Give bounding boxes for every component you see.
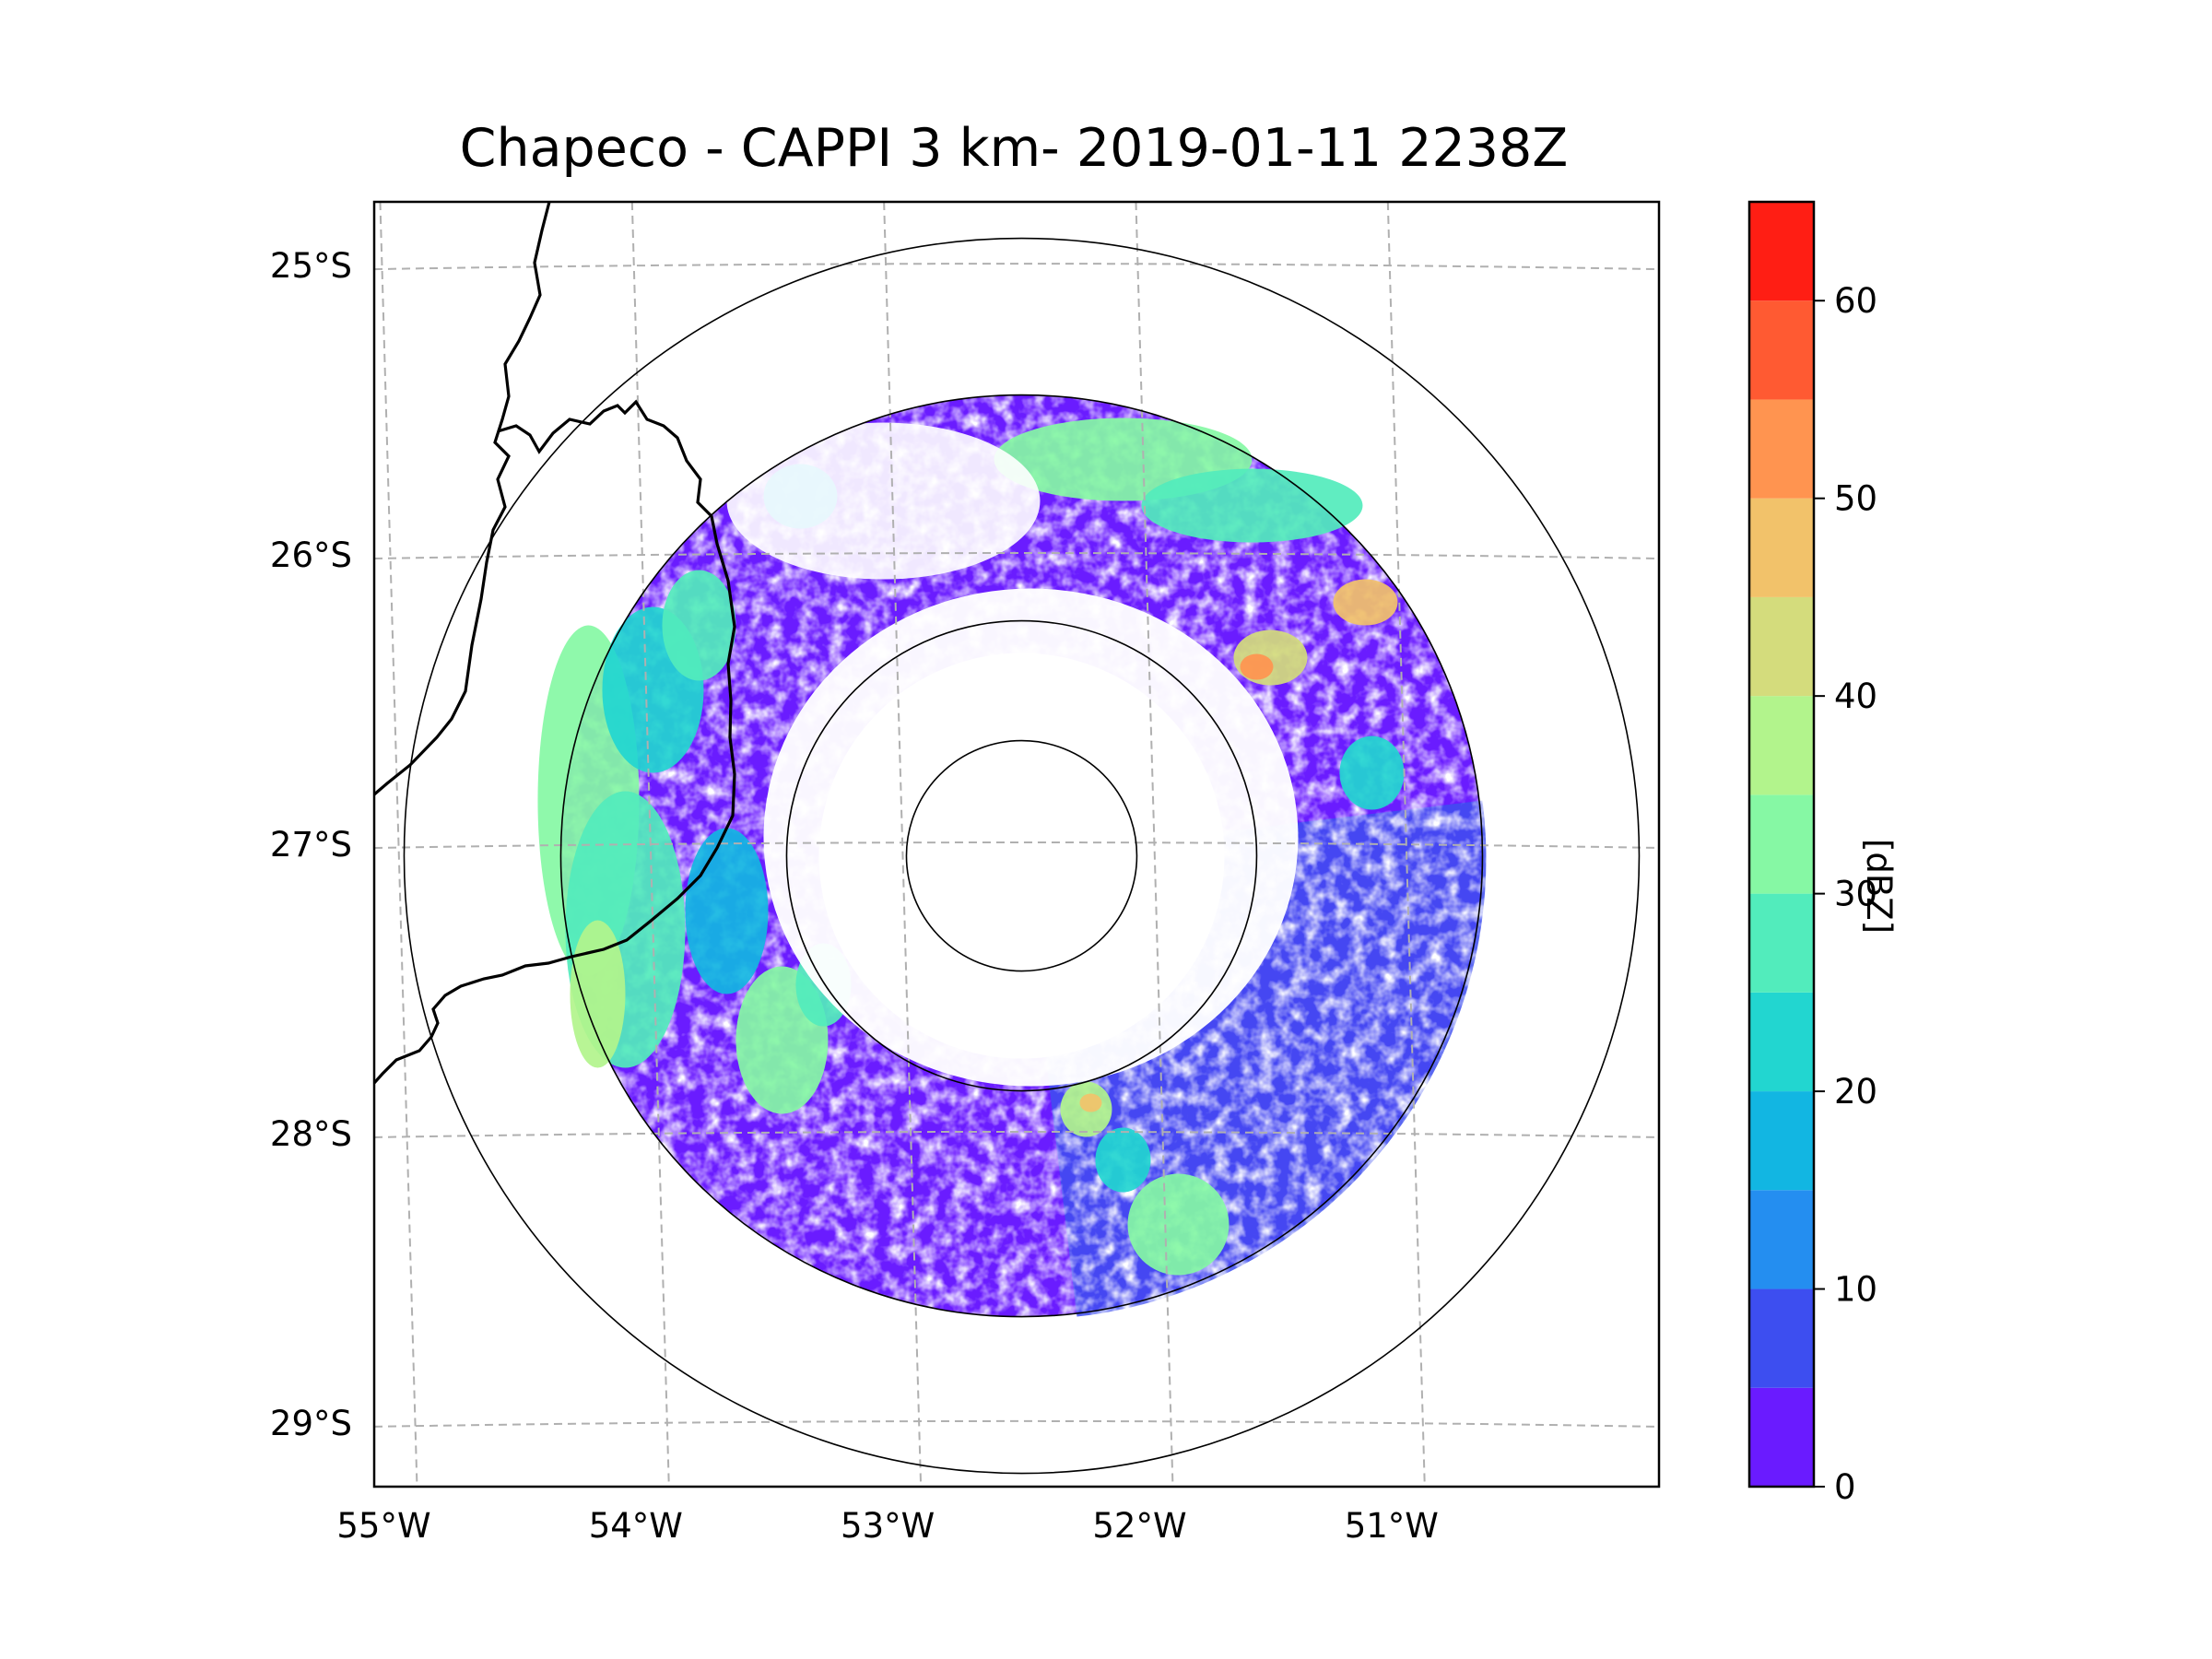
colorbar-segment: [1749, 893, 1814, 993]
colorbar-segment: [1749, 1190, 1814, 1289]
lat-tick-label: 25°S: [270, 246, 352, 286]
colorbar-label: [dBZ]: [1859, 839, 1899, 935]
echo-east-cell: [1339, 735, 1405, 810]
colorbar-tick-label: 10: [1834, 1270, 1877, 1310]
gridline-lon: [1386, 202, 1426, 1487]
lat-tick-label: 26°S: [270, 535, 352, 575]
range-ring-outer: [403, 237, 1641, 1475]
gridlines: [374, 202, 1659, 1487]
range-ring-third: [559, 394, 1484, 1318]
echo-south-cell: [1079, 1093, 1102, 1112]
figure-title: Chapeco - CAPPI 3 km- 2019-01-11 2238Z: [459, 118, 1569, 179]
clear-area: [763, 588, 1299, 1087]
clear-area: [726, 422, 1041, 580]
colorbar-segment: [1749, 498, 1814, 597]
colorbar-segment: [1749, 399, 1814, 499]
echo-northeast-cell: [1333, 579, 1398, 626]
gridline-lon: [883, 202, 923, 1487]
gridline-lat: [374, 1419, 1659, 1428]
echo-northeast-cell: [1240, 653, 1274, 680]
colorbar-tick-label: 20: [1834, 1072, 1877, 1112]
lon-tick-label: 51°W: [1345, 1506, 1439, 1546]
plot-frame: [372, 200, 1661, 1488]
axis-ticks: 55°W 54°W 53°W 52°W 51°W 25°S 26°S 27°S 28°S 29°S: [270, 246, 1439, 1546]
echo-west-band: [570, 920, 626, 1068]
gridline-lon: [630, 202, 670, 1487]
lat-tick-label: 29°S: [270, 1404, 352, 1443]
colorbar-frame: [1747, 200, 1816, 1488]
colorbar-segment: [1749, 992, 1814, 1092]
colorbar-segment: [1749, 794, 1814, 894]
colorbar-tick-label: 0: [1834, 1467, 1856, 1507]
border-line: [374, 399, 736, 1085]
gridline-lat: [374, 1130, 1659, 1138]
colorbar-segment: [1749, 596, 1814, 697]
echo-northeast-cell: [1233, 629, 1308, 686]
border-line: [374, 202, 551, 796]
colorbar-segment: [1749, 300, 1814, 400]
echo-west-band: [662, 570, 736, 681]
colorbar-tick-label: 30: [1834, 875, 1877, 914]
range-ring-inner: [905, 739, 1138, 972]
gridline-lat: [374, 263, 1659, 271]
reflectivity-field: [537, 394, 1487, 1317]
gridline-lat: [374, 841, 1659, 849]
range-ring-second: [785, 619, 1258, 1092]
colorbar-segment: [1749, 202, 1814, 301]
lon-tick-label: 54°W: [589, 1506, 683, 1546]
colorbar-tick-label: 60: [1834, 281, 1877, 321]
colorbar-segment: [1749, 696, 1814, 795]
range-rings: [403, 237, 1641, 1475]
echo-south-cell: [1095, 1127, 1151, 1193]
colorbar-segment: [1749, 1091, 1814, 1191]
echo-west-band: [685, 828, 769, 994]
colorbar-tick-label: 50: [1834, 479, 1877, 519]
lat-tick-label: 27°S: [270, 825, 352, 865]
colorbar: 0 10 20 30 40 50 60: [1747, 200, 1877, 1507]
lon-tick-label: 52°W: [1092, 1506, 1186, 1546]
gridline-lon: [379, 202, 418, 1487]
gridline-lat: [374, 552, 1659, 560]
colorbar-segment: [1749, 1288, 1814, 1388]
lat-tick-label: 28°S: [270, 1114, 352, 1154]
echo-south-cell: [1127, 1173, 1230, 1276]
lon-tick-label: 55°W: [336, 1506, 430, 1546]
gridline-lon: [1135, 202, 1174, 1487]
echo-north-arc: [1141, 468, 1363, 543]
lon-tick-label: 53°W: [841, 1506, 935, 1546]
colorbar-segment: [1749, 1387, 1814, 1487]
colorbar-tick-label: 40: [1834, 677, 1877, 716]
